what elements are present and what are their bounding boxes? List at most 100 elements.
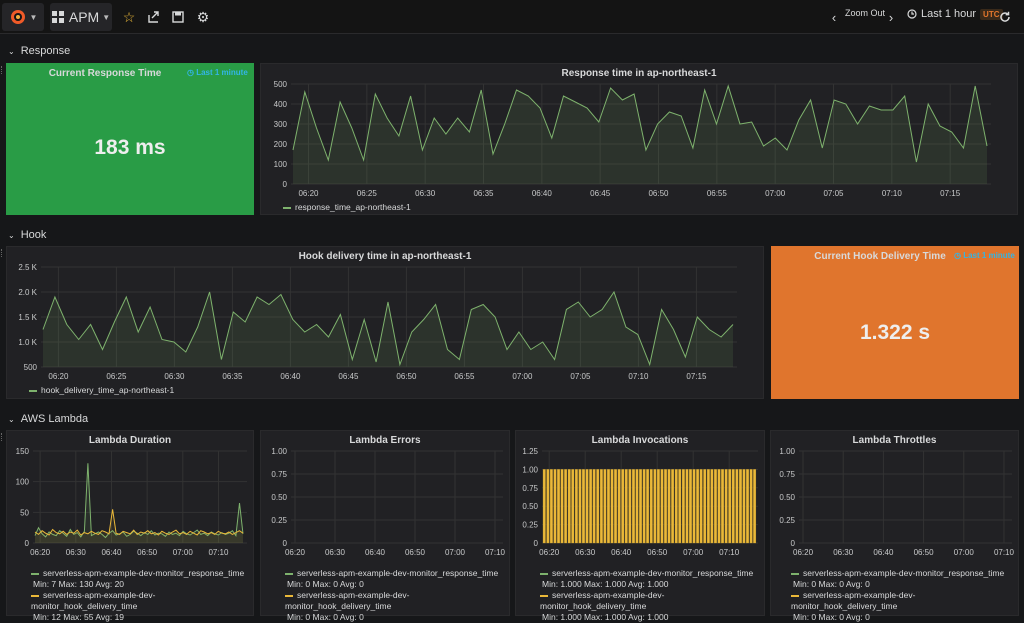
dashboard-grid-icon [52, 11, 64, 23]
y-tick-label: 0.50 [271, 493, 287, 502]
y-tick-label: 1.00 [271, 447, 287, 456]
star-icon[interactable]: ☆ [118, 3, 140, 31]
bar [689, 469, 692, 543]
bar [575, 469, 578, 543]
legend-item[interactable]: serverless-apm-example-dev-monitor_respo… [285, 568, 509, 579]
dashboard-picker-button[interactable]: APM ▼ [50, 3, 112, 31]
chevron-down-icon: ⌄ [8, 231, 15, 240]
current-response-time-panel: Current Response Time ◷ Last 1 minute 18… [6, 63, 254, 215]
legend-label: serverless-apm-example-dev-monitor_respo… [297, 568, 498, 578]
x-tick-label: 07:00 [765, 189, 786, 198]
y-tick-label: 1.00 [522, 465, 538, 474]
legend-swatch [285, 573, 293, 575]
y-tick-label: 0.50 [779, 493, 795, 502]
x-tick-label: 06:50 [396, 372, 417, 381]
bar [714, 469, 717, 543]
chart-legend[interactable]: serverless-apm-example-dev-monitor_respo… [285, 568, 509, 623]
row-aws-lambda[interactable]: ⌄ AWS Lambda [8, 413, 88, 425]
bar [579, 469, 582, 543]
bar [679, 469, 682, 543]
bar [750, 469, 753, 543]
chart-legend[interactable]: serverless-apm-example-dev-monitor_respo… [31, 568, 253, 623]
chevron-down-icon: ▼ [102, 13, 110, 22]
share-icon[interactable] [143, 3, 165, 31]
legend-item[interactable]: serverless-apm-example-dev-monitor_respo… [540, 568, 764, 579]
row-title-response: Response [21, 45, 71, 57]
x-tick-label: 06:50 [914, 548, 935, 557]
time-range-label: Last 1 hour [921, 8, 976, 20]
grafana-menu-button[interactable]: ▼ [2, 3, 44, 31]
legend-swatch [540, 573, 548, 575]
chart-legend[interactable]: hook_delivery_time_ap-northeast-1 [29, 385, 174, 396]
chart-legend[interactable]: serverless-apm-example-dev-monitor_respo… [791, 568, 1018, 623]
legend-swatch [283, 207, 291, 209]
x-tick-label: 06:20 [298, 189, 319, 198]
bar [711, 469, 714, 543]
bar [597, 469, 600, 543]
x-tick-label: 06:30 [325, 548, 346, 557]
bar [729, 469, 732, 543]
bar [550, 469, 553, 543]
bar [557, 469, 560, 543]
bar [700, 469, 703, 543]
gear-icon[interactable]: ⚙ [192, 3, 214, 31]
y-tick-label: 0.50 [522, 502, 538, 511]
refresh-icon[interactable] [994, 3, 1016, 31]
x-tick-label: 06:35 [222, 372, 243, 381]
chevron-left-icon[interactable]: ‹ [823, 3, 845, 31]
legend-swatch [31, 595, 39, 597]
drag-handle-icon[interactable] [1, 249, 4, 257]
legend-item[interactable]: serverless-apm-example-dev-monitor_hook_… [791, 590, 1018, 612]
legend-label: serverless-apm-example-dev-monitor_respo… [552, 568, 753, 578]
y-tick-label: 50 [20, 508, 29, 517]
y-tick-label: 0.25 [522, 521, 538, 530]
legend-item[interactable]: serverless-apm-example-dev-monitor_respo… [791, 568, 1018, 579]
x-tick-label: 06:40 [365, 548, 386, 557]
chevron-right-icon[interactable]: › [880, 3, 902, 31]
chart-legend[interactable]: response_time_ap-northeast-1 [283, 202, 411, 213]
row-response[interactable]: ⌄ Response [8, 45, 70, 57]
y-tick-label: 1.00 [779, 447, 795, 456]
bar [607, 469, 610, 543]
stat-value: 1.322 s [772, 321, 1018, 345]
legend-swatch [791, 573, 799, 575]
row-hook[interactable]: ⌄ Hook [8, 229, 46, 241]
time-range-picker[interactable]: Last 1 hour UTC [907, 8, 1003, 20]
drag-handle-icon[interactable] [1, 433, 4, 441]
legend-label: response_time_ap-northeast-1 [295, 202, 411, 212]
bar [629, 469, 632, 543]
y-tick-label: 0 [283, 180, 288, 189]
hook-delivery-graph-panel: Hook delivery time in ap-northeast-1 500… [6, 246, 764, 399]
save-icon[interactable] [167, 3, 189, 31]
last-minute-badge: ◷ Last 1 minute [954, 251, 1015, 260]
bar [718, 469, 721, 543]
chart-legend[interactable]: serverless-apm-example-dev-monitor_respo… [540, 568, 764, 623]
series-area [293, 86, 987, 184]
legend-item[interactable]: serverless-apm-example-dev-monitor_respo… [31, 568, 253, 579]
legend-stats: Min: 1.000 Max: 1.000 Avg: 1.000 [540, 612, 764, 623]
x-tick-label: 06:50 [647, 548, 668, 557]
bar [568, 469, 571, 543]
drag-handle-icon[interactable] [1, 66, 4, 74]
x-tick-label: 07:10 [485, 548, 506, 557]
row-title-aws-lambda: AWS Lambda [21, 413, 88, 425]
y-tick-label: 2.5 K [18, 263, 37, 272]
y-tick-label: 150 [16, 447, 30, 456]
x-tick-label: 07:00 [445, 548, 466, 557]
y-tick-label: 2.0 K [18, 288, 37, 297]
x-tick-label: 06:30 [164, 372, 185, 381]
bar [664, 469, 667, 543]
zoom-out-button[interactable]: Zoom Out [845, 8, 885, 18]
x-tick-label: 06:40 [873, 548, 894, 557]
legend-item[interactable]: serverless-apm-example-dev-monitor_hook_… [285, 590, 509, 612]
legend-item[interactable]: serverless-apm-example-dev-monitor_hook_… [31, 590, 253, 612]
legend-item[interactable]: serverless-apm-example-dev-monitor_hook_… [540, 590, 764, 612]
